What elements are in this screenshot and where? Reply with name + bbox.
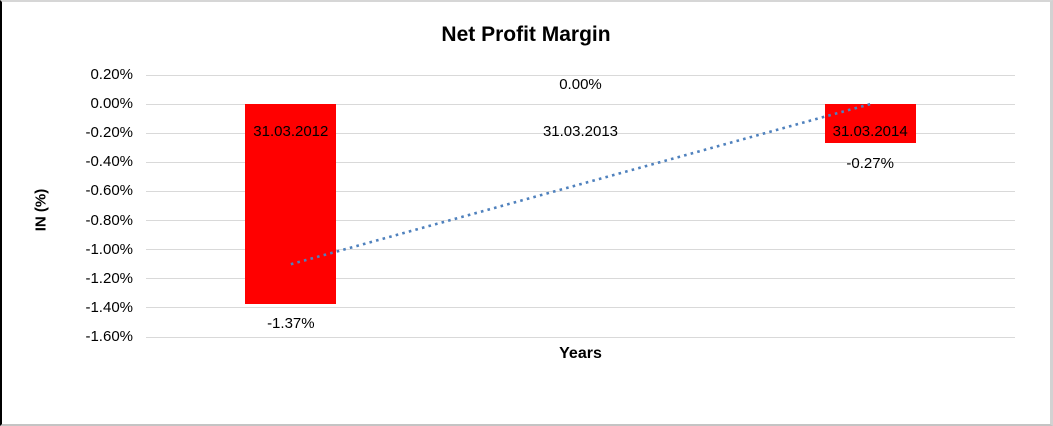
trendline[interactable] — [146, 75, 1015, 337]
gridline — [146, 220, 1015, 222]
category-label-31.03.2013: 31.03.2013 — [542, 123, 619, 141]
category-label-31.03.2012: 31.03.2012 — [253, 123, 329, 141]
x-axis-title: Years — [559, 345, 602, 362]
y-axis-tick-label: -0.20% — [85, 124, 133, 142]
y-axis-tick-label: -0.40% — [85, 153, 133, 171]
bar-31.03.2014[interactable] — [824, 104, 916, 144]
value-label-31.03.2013: 0.00% — [559, 75, 602, 93]
trendline-path — [290, 102, 871, 266]
y-axis-tick-label: -0.80% — [85, 211, 133, 229]
gridline — [146, 132, 1015, 134]
bar-31.03.2012[interactable] — [245, 104, 337, 304]
gridline — [146, 336, 1015, 338]
value-label-31.03.2014: -0.27% — [846, 154, 894, 172]
value-label-31.03.2012: -1.37% — [267, 315, 315, 333]
gridline — [146, 278, 1015, 280]
y-axis-tick-label: 0.00% — [90, 95, 133, 113]
chart-title: Net Profit Margin — [441, 23, 611, 46]
gridline — [146, 249, 1015, 251]
gridline — [146, 74, 1015, 76]
gridline — [146, 307, 1015, 309]
plot-area: 31.03.2012 31.03.2013 31.03.2014 -1.37% 0.00… — [146, 74, 1015, 338]
y-axis-tick-label: -1.60% — [85, 328, 133, 345]
gridline — [146, 190, 1015, 192]
y-axis-tick-label: 0.20% — [90, 66, 133, 83]
y-axis-tick-label: -1.00% — [85, 240, 133, 258]
gridline — [146, 161, 1015, 163]
y-axis-tick-label: -1.40% — [85, 298, 133, 316]
gridline — [146, 103, 1015, 105]
category-label-31.03.2014: 31.03.2014 — [832, 123, 908, 141]
y-axis-tick-label: -1.20% — [85, 269, 133, 287]
y-axis-tick-label: -0.60% — [85, 182, 133, 200]
